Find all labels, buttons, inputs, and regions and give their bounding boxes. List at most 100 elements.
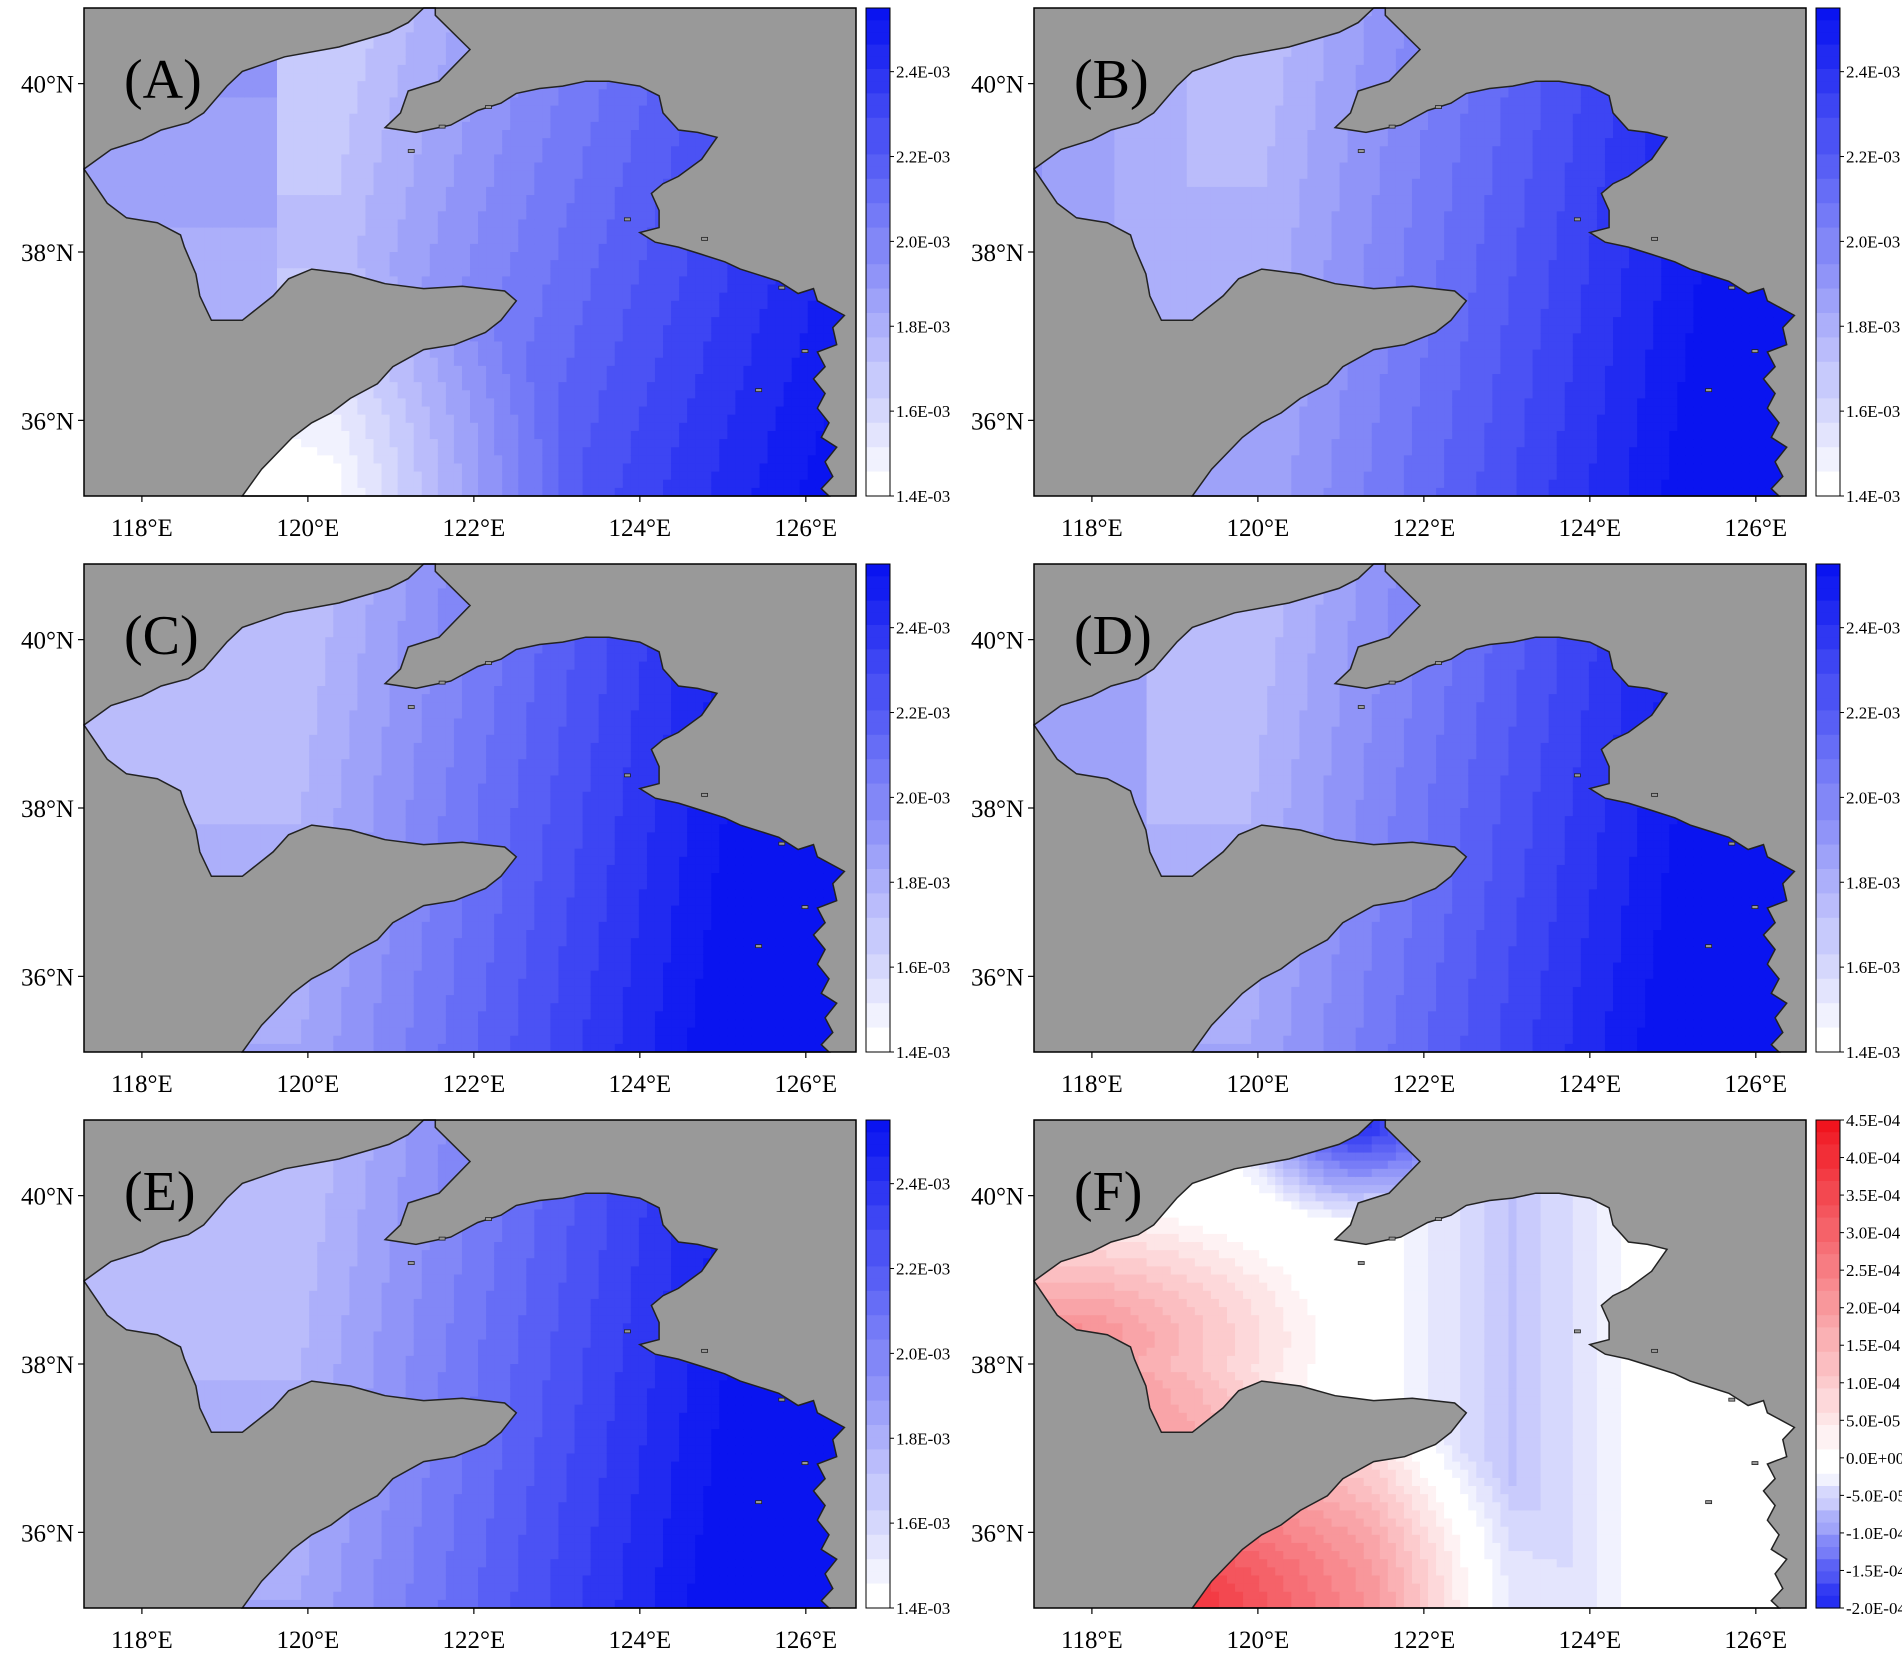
lat-tick-label: 36°N <box>971 1520 1024 1547</box>
lon-tick-label: 126°E <box>1724 1071 1787 1098</box>
colorbar-tick-label: 3.5E-04 <box>1846 1186 1901 1205</box>
island <box>1752 906 1758 909</box>
colorbar-tick-label: 2.0E-04 <box>1846 1299 1901 1318</box>
island <box>756 945 762 948</box>
colorbar-tick-label: 0.0E+00 <box>1846 1449 1902 1468</box>
colorbar-tick-label: 1.6E-03 <box>1846 402 1900 421</box>
lon-tick-label: 126°E <box>774 1627 837 1654</box>
colorbar-tick-label: 1.0E-04 <box>1846 1374 1901 1393</box>
island <box>802 1462 808 1465</box>
colorbar: 4.5E-044.0E-043.5E-043.0E-042.5E-042.0E-… <box>1816 1111 1902 1618</box>
colorbar-tick-label: 2.0E-03 <box>896 1344 950 1363</box>
panel-label: (D) <box>1074 605 1152 667</box>
colorbar-tick-label: 1.4E-03 <box>896 487 950 506</box>
island <box>1729 1398 1735 1401</box>
island <box>1574 774 1580 777</box>
island <box>1358 1262 1364 1265</box>
lon-tick-label: 126°E <box>1724 515 1787 542</box>
colorbar-tick-label: 1.8E-03 <box>896 1429 950 1448</box>
lat-tick-label: 38°N <box>971 240 1024 267</box>
lon-tick-label: 118°E <box>1061 515 1123 542</box>
island <box>1435 662 1441 665</box>
island <box>624 218 630 221</box>
island <box>1706 945 1712 948</box>
lon-tick-label: 118°E <box>1061 1071 1123 1098</box>
lon-tick-label: 124°E <box>1558 1627 1621 1654</box>
lat-tick-label: 40°N <box>21 628 74 655</box>
colorbar-tick-label: 1.8E-03 <box>1846 317 1900 336</box>
island <box>1706 389 1712 392</box>
lon-tick-label: 122°E <box>442 1627 505 1654</box>
lon-tick-label: 118°E <box>111 515 173 542</box>
island <box>1752 1462 1758 1465</box>
colorbar-tick-label: -5.0E-05 <box>1846 1486 1902 1505</box>
colorbar-tick-label: 1.8E-03 <box>896 317 950 336</box>
colorbar-tick-label: 1.5E-04 <box>1846 1336 1901 1355</box>
lat-tick-label: 38°N <box>21 796 74 823</box>
lon-tick-label: 126°E <box>1724 1627 1787 1654</box>
lat-tick-label: 38°N <box>971 796 1024 823</box>
lat-tick-label: 36°N <box>21 408 74 435</box>
lon-tick-label: 122°E <box>442 515 505 542</box>
colorbar-tick-label: -1.5E-04 <box>1846 1561 1902 1580</box>
panel-label: (C) <box>124 605 199 667</box>
lat-tick-label: 40°N <box>971 628 1024 655</box>
lon-tick-label: 126°E <box>774 1071 837 1098</box>
colorbar-tick-label: 1.4E-03 <box>1846 1043 1900 1062</box>
panel-label: (B) <box>1074 49 1149 111</box>
lat-tick-label: 40°N <box>971 72 1024 99</box>
lon-tick-label: 120°E <box>276 1627 339 1654</box>
island <box>702 237 708 240</box>
island <box>802 350 808 353</box>
island <box>779 842 785 845</box>
colorbar-tick-label: 1.6E-03 <box>896 958 950 977</box>
island <box>1389 125 1395 128</box>
colorbar-tick-label: 2.2E-03 <box>1846 704 1900 723</box>
lon-tick-label: 118°E <box>111 1071 173 1098</box>
island <box>624 1330 630 1333</box>
lon-tick-label: 124°E <box>608 515 671 542</box>
colorbar-tick-label: 1.6E-03 <box>1846 958 1900 977</box>
colorbar-tick-label: 2.2E-03 <box>896 704 950 723</box>
colorbar: 2.4E-032.2E-032.0E-031.8E-031.6E-031.4E-… <box>1816 8 1900 506</box>
island <box>702 793 708 796</box>
island <box>485 106 491 109</box>
lon-tick-label: 120°E <box>1226 1627 1289 1654</box>
lat-tick-label: 38°N <box>21 1352 74 1379</box>
colorbar-tick-label: 1.4E-03 <box>896 1043 950 1062</box>
lat-tick-label: 36°N <box>971 964 1024 991</box>
island <box>1389 681 1395 684</box>
island <box>1435 1218 1441 1221</box>
colorbar-tick-label: 2.4E-03 <box>1846 63 1900 82</box>
island <box>756 1501 762 1504</box>
colorbar-tick-label: 2.0E-03 <box>896 232 950 251</box>
island <box>756 389 762 392</box>
island <box>1706 1501 1712 1504</box>
lon-tick-label: 118°E <box>1061 1627 1123 1654</box>
island <box>1574 1330 1580 1333</box>
island <box>1729 286 1735 289</box>
island <box>439 1237 445 1240</box>
lon-tick-label: 122°E <box>1392 1627 1455 1654</box>
lon-tick-label: 120°E <box>276 515 339 542</box>
colorbar-tick-label: 5.0E-05 <box>1846 1411 1900 1430</box>
colorbar-tick-label: 2.0E-03 <box>896 788 950 807</box>
colorbar-tick-label: 2.4E-03 <box>896 1175 950 1194</box>
island <box>408 706 414 709</box>
island <box>408 1262 414 1265</box>
lat-tick-label: 38°N <box>971 1352 1024 1379</box>
colorbar-tick-label: 1.8E-03 <box>896 873 950 892</box>
colorbar-tick-label: 4.5E-04 <box>1846 1111 1901 1130</box>
panel-label: (A) <box>124 49 202 111</box>
lat-tick-label: 40°N <box>21 1184 74 1211</box>
colorbar-tick-label: 1.4E-03 <box>896 1599 950 1618</box>
island <box>1358 706 1364 709</box>
colorbar-tick-label: -1.0E-04 <box>1846 1524 1902 1543</box>
colorbar-tick-label: 1.6E-03 <box>896 402 950 421</box>
